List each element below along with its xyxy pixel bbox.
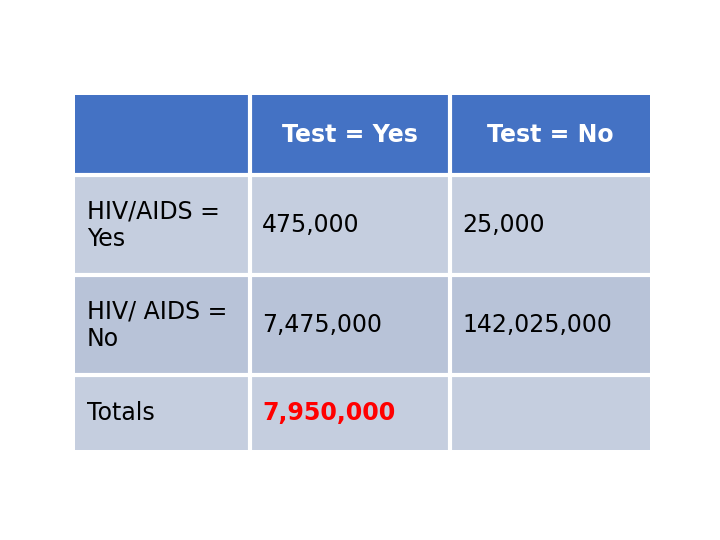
Text: 25,000: 25,000 — [462, 213, 544, 237]
Text: 7,950,000: 7,950,000 — [262, 401, 395, 424]
Bar — [450, 375, 650, 450]
Bar — [250, 275, 450, 375]
Text: HIV/ AIDS =
No: HIV/ AIDS = No — [87, 299, 228, 351]
Bar — [250, 95, 450, 175]
Bar — [75, 375, 250, 450]
Text: HIV/AIDS =
Yes: HIV/AIDS = Yes — [87, 199, 220, 251]
Text: Test = No: Test = No — [487, 123, 613, 147]
Text: Test = Yes: Test = Yes — [282, 123, 418, 147]
Text: 475,000: 475,000 — [262, 213, 359, 237]
Bar — [75, 175, 250, 275]
Text: 142,025,000: 142,025,000 — [462, 313, 612, 337]
Bar — [450, 95, 650, 175]
Bar — [250, 375, 450, 450]
Bar — [250, 175, 450, 275]
Bar — [450, 275, 650, 375]
Text: Totals: Totals — [87, 401, 155, 424]
Bar — [450, 175, 650, 275]
Bar — [75, 95, 250, 175]
Bar — [75, 275, 250, 375]
Text: 7,475,000: 7,475,000 — [262, 313, 382, 337]
